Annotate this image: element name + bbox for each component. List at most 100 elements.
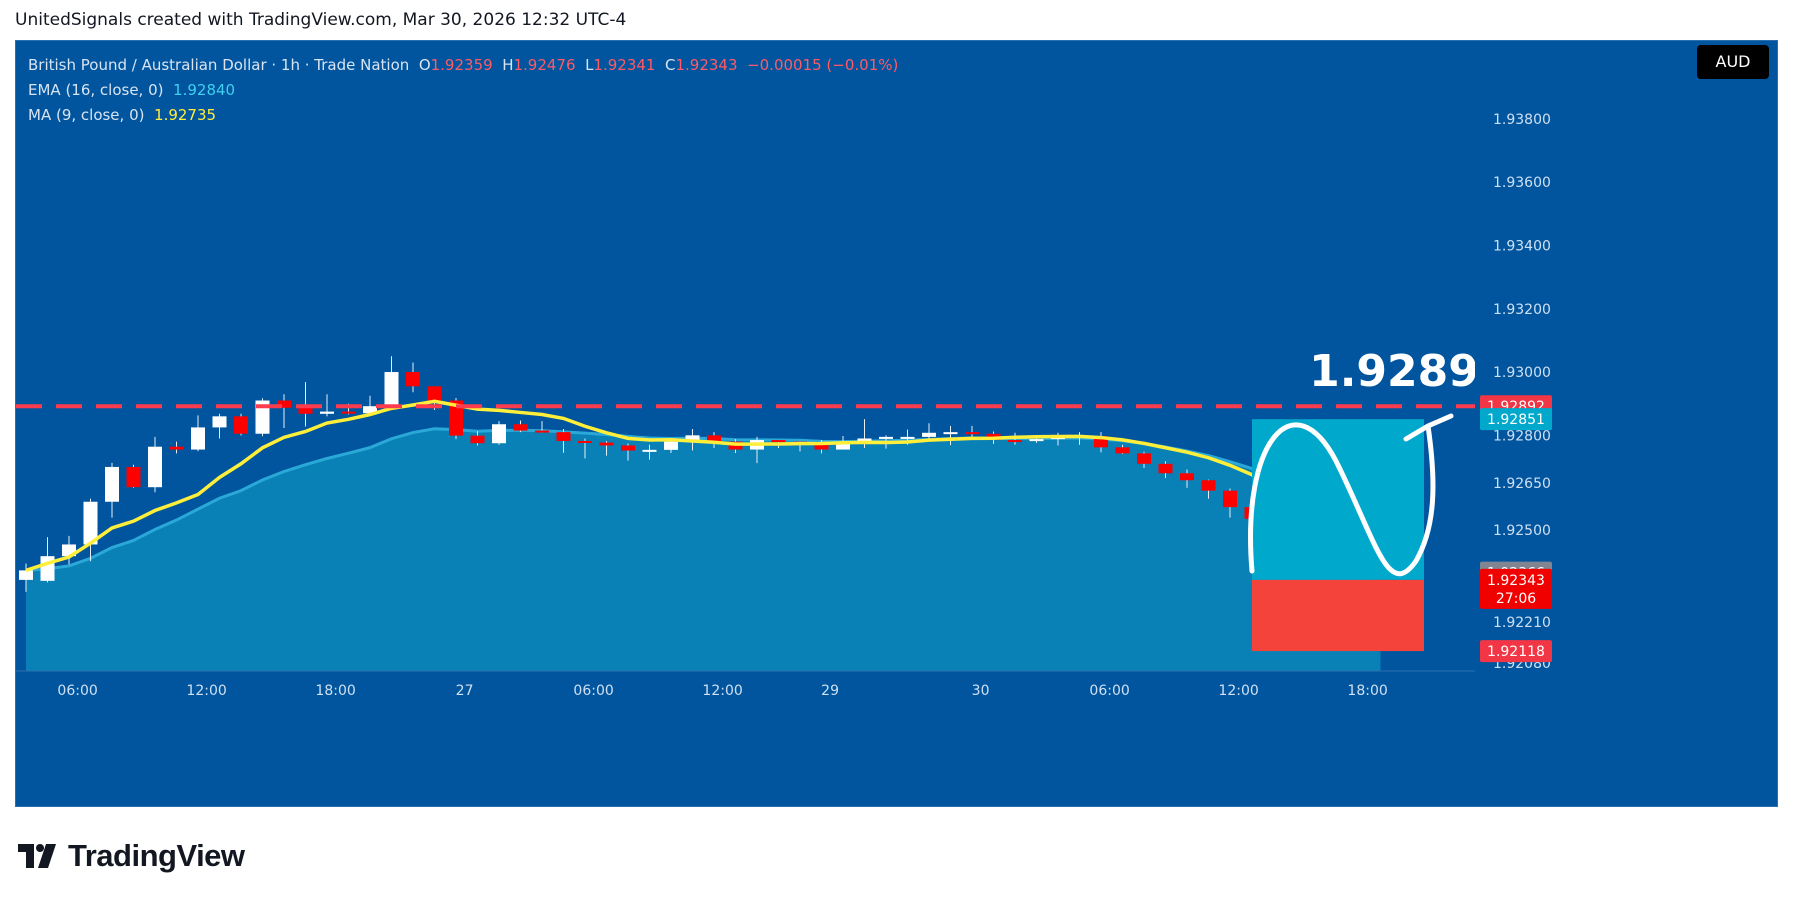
candle-body bbox=[427, 386, 442, 401]
x-tick-label: 06:00 bbox=[573, 683, 613, 699]
candle-body bbox=[277, 400, 291, 408]
x-tick-label: 30 bbox=[972, 683, 990, 699]
candle-body bbox=[599, 442, 614, 446]
chart-panel[interactable]: 1.9289 1.920801.922101.923501.925001.926… bbox=[15, 40, 1778, 807]
candle-body bbox=[707, 435, 721, 442]
candle-body bbox=[83, 501, 98, 545]
candle-body bbox=[814, 441, 829, 450]
candle-body bbox=[879, 436, 893, 439]
legend-ema-row[interactable]: EMA (16, close, 0) 1.92840 bbox=[28, 78, 898, 103]
time-axis bbox=[16, 671, 1475, 806]
x-tick-label: 12:00 bbox=[702, 683, 742, 699]
stop-zone bbox=[1252, 579, 1424, 652]
price-tag bbox=[1480, 568, 1552, 609]
y-tick-label: 1.92210 bbox=[1493, 615, 1551, 631]
high-label: H bbox=[502, 56, 514, 74]
x-tick-label: 18:00 bbox=[1347, 683, 1387, 699]
target-zone bbox=[1252, 419, 1424, 580]
candle-body bbox=[1029, 439, 1044, 442]
candle-body bbox=[513, 424, 528, 431]
y-tick-label: 1.93800 bbox=[1493, 112, 1551, 128]
candle-body bbox=[1180, 473, 1194, 481]
ema-area bbox=[26, 428, 1381, 671]
candle-body bbox=[900, 436, 915, 439]
candle-body bbox=[470, 435, 485, 444]
y-tick-label: 1.93000 bbox=[1493, 365, 1551, 381]
y-tick-label: 1.92500 bbox=[1493, 523, 1551, 539]
candle-body bbox=[126, 466, 141, 488]
y-tick-label: 1.93400 bbox=[1493, 239, 1551, 255]
open-value: 1.92359 bbox=[430, 56, 493, 74]
candle-body bbox=[1008, 440, 1022, 443]
candlestick-chart[interactable]: 1.9289 1.920801.922101.923501.925001.926… bbox=[16, 41, 1778, 807]
candle-body bbox=[1115, 447, 1130, 454]
y-tick-label: 1.92650 bbox=[1493, 476, 1551, 492]
legend-ma-row[interactable]: MA (9, close, 0) 1.92735 bbox=[28, 103, 898, 128]
x-tick-label: 12:00 bbox=[1218, 683, 1258, 699]
x-tick-label: 12:00 bbox=[186, 683, 226, 699]
symbol-name[interactable]: British Pound / Australian Dollar · 1h ·… bbox=[28, 56, 410, 74]
candle-body bbox=[492, 424, 506, 444]
candle-body bbox=[341, 411, 356, 414]
currency-button[interactable]: AUD bbox=[1697, 45, 1769, 79]
candle-body bbox=[771, 440, 786, 443]
x-tick-label: 27 bbox=[456, 683, 474, 699]
candle-body bbox=[535, 430, 549, 433]
open-label: O bbox=[418, 56, 431, 74]
change-value: −0.00015 (−0.01%) bbox=[747, 56, 899, 74]
candle-body bbox=[148, 446, 162, 488]
price-tag bbox=[1480, 640, 1552, 663]
candle-body bbox=[212, 416, 227, 428]
candle-body bbox=[40, 556, 55, 581]
low-label: L bbox=[585, 56, 594, 74]
candle-body bbox=[685, 435, 700, 442]
projection-arrow bbox=[1248, 413, 1454, 577]
candle-body bbox=[556, 432, 571, 442]
tradingview-logo[interactable]: TradingView bbox=[18, 838, 245, 874]
chart-header: UnitedSignals created with TradingView.c… bbox=[15, 10, 627, 30]
candle-body bbox=[298, 407, 313, 414]
high-value: 1.92476 bbox=[513, 56, 576, 74]
candle-body bbox=[1094, 435, 1108, 448]
price-tag bbox=[1480, 408, 1552, 431]
x-tick-label: 18:00 bbox=[315, 683, 355, 699]
candle-body bbox=[836, 443, 850, 450]
x-tick-label: 06:00 bbox=[57, 683, 97, 699]
candle-body bbox=[320, 411, 334, 414]
candle-body bbox=[621, 445, 635, 451]
brand-name: TradingView bbox=[68, 838, 245, 873]
candle-body bbox=[449, 400, 463, 436]
candle-body bbox=[1201, 480, 1216, 491]
candle-body bbox=[169, 446, 184, 450]
target-price-label: 1.9289 bbox=[1309, 346, 1479, 397]
candle-body bbox=[943, 432, 958, 435]
candle-body bbox=[384, 372, 399, 407]
price-tag-label: 1.92851 bbox=[1487, 412, 1545, 428]
price-tag-label: 1.92118 bbox=[1487, 644, 1545, 660]
candle-body bbox=[922, 432, 936, 437]
candle-body bbox=[255, 400, 270, 434]
ema-label: EMA (16, close, 0) bbox=[28, 81, 164, 99]
close-value: 1.92343 bbox=[675, 56, 738, 74]
tradingview-logo-icon bbox=[18, 844, 56, 868]
candle-body bbox=[234, 416, 248, 434]
candle-body bbox=[642, 449, 657, 452]
candle-body bbox=[191, 427, 205, 450]
y-tick-label: 1.93600 bbox=[1493, 175, 1551, 191]
candle-body bbox=[363, 406, 377, 414]
ema-value: 1.92840 bbox=[173, 81, 236, 99]
x-tick-label: 06:00 bbox=[1089, 683, 1129, 699]
candle-body bbox=[19, 570, 33, 580]
x-tick-label: 29 bbox=[821, 683, 839, 699]
ma-value: 1.92735 bbox=[154, 106, 217, 124]
candle-body bbox=[105, 466, 119, 502]
candle-body bbox=[406, 372, 420, 387]
low-value: 1.92341 bbox=[593, 56, 656, 74]
chart-legend: British Pound / Australian Dollar · 1h ·… bbox=[28, 53, 898, 128]
ma-label: MA (9, close, 0) bbox=[28, 106, 145, 124]
y-tick-label: 1.93200 bbox=[1493, 302, 1551, 318]
candle-body bbox=[664, 441, 678, 450]
countdown-label: 27:06 bbox=[1496, 591, 1536, 607]
ma-line bbox=[25, 399, 1382, 573]
candle-body bbox=[62, 544, 76, 557]
